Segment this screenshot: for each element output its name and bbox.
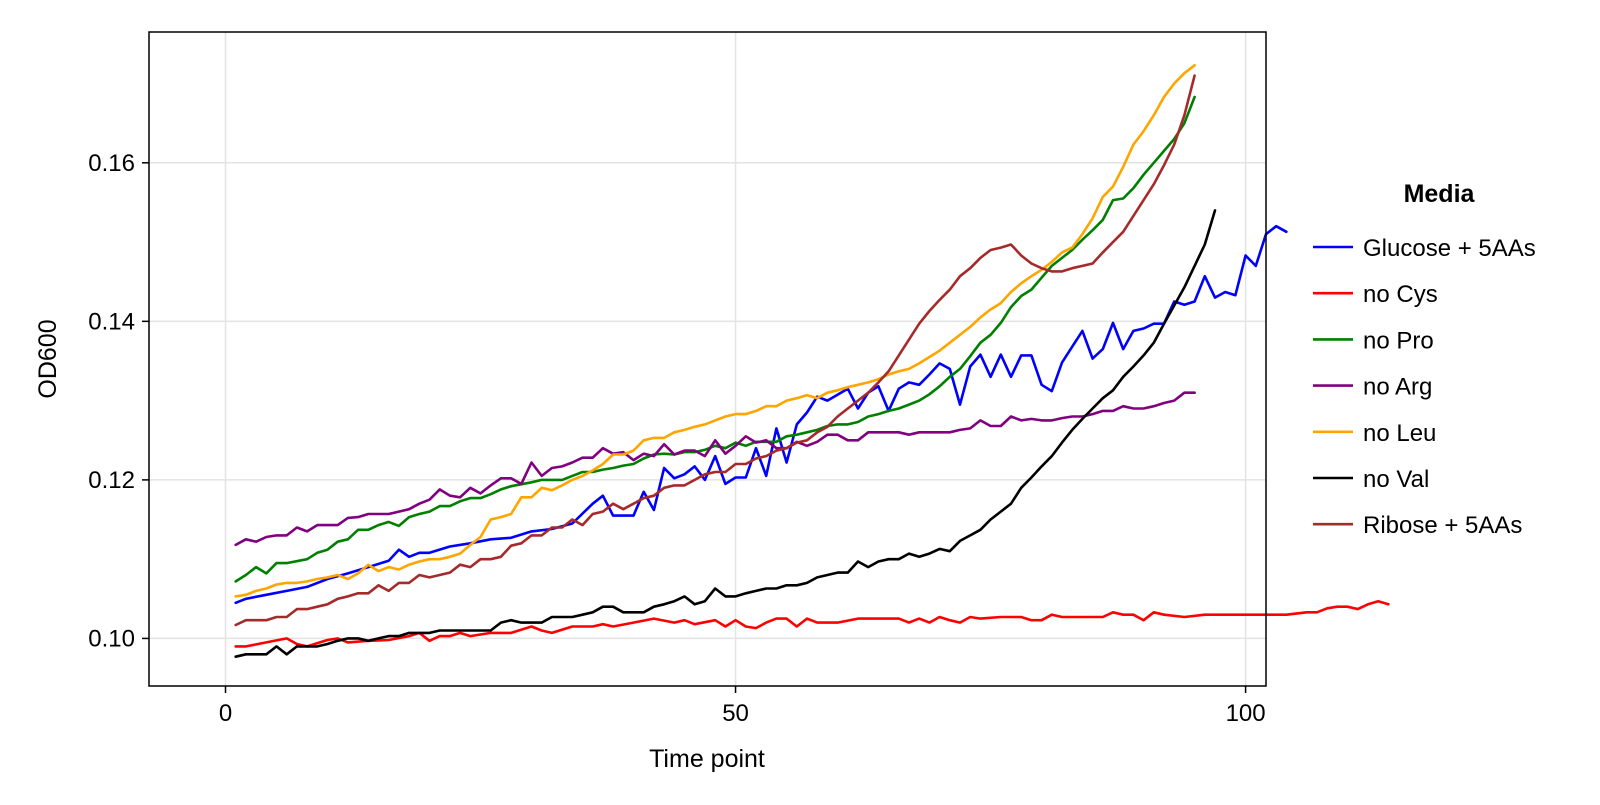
legend-label: no Leu	[1363, 420, 1436, 447]
legend-title: Media	[1404, 180, 1476, 208]
series-lines	[234, 64, 1390, 659]
y-tick-label: 0.10	[88, 625, 135, 652]
x-tick-label: 0	[219, 700, 232, 727]
legend-label: no Val	[1363, 466, 1429, 493]
axis-ticks: 0 50 100 0.10 0.12 0.14 0.16	[88, 150, 1265, 727]
x-tick-label: 100	[1226, 700, 1266, 727]
series-line-1	[234, 599, 1390, 648]
legend-label: no Arg	[1363, 374, 1432, 401]
series-line-3	[234, 391, 1196, 547]
plot-frame	[148, 31, 1267, 687]
y-tick-label: 0.14	[88, 308, 135, 335]
x-tick-label: 50	[722, 700, 749, 727]
legend-label: no Pro	[1363, 327, 1434, 354]
series-line-5	[234, 209, 1217, 659]
legend-label: Glucose + 5AAs	[1363, 235, 1536, 262]
y-axis-label: OD600	[34, 319, 62, 398]
y-tick-label: 0.12	[88, 467, 135, 494]
y-tick-label: 0.16	[88, 150, 135, 177]
legend: Media Glucose + 5AAs no Cys no Pro no Arg no…	[1313, 180, 1536, 539]
series-line-2	[234, 95, 1196, 583]
series-line-0	[234, 224, 1288, 605]
x-axis-label: Time point	[649, 745, 765, 773]
legend-label: Ribose + 5AAs	[1363, 512, 1522, 539]
legend-label: no Cys	[1363, 281, 1438, 308]
series-line-6	[234, 74, 1196, 627]
series-line-4	[234, 64, 1196, 598]
